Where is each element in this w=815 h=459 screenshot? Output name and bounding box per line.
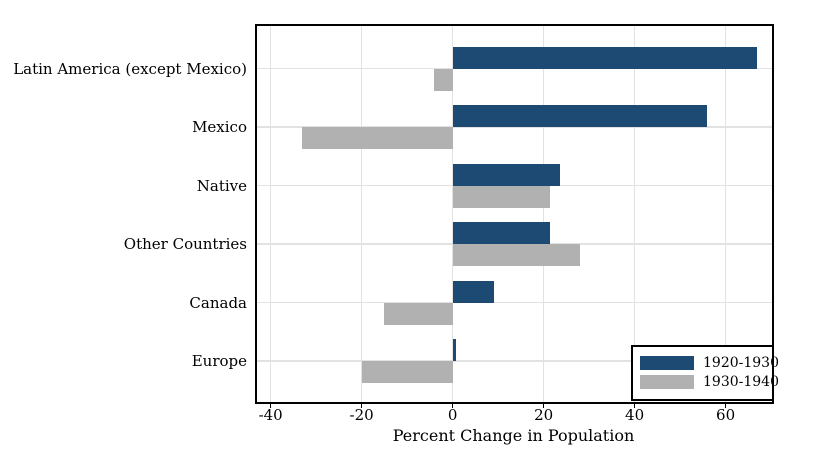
legend-label-1930-1940: 1930-1940 bbox=[703, 374, 779, 390]
plot-area: 1920-1930 1930-1940 bbox=[255, 24, 779, 404]
bar-1930-1940-europe bbox=[361, 361, 453, 383]
gridline-vertical-40 bbox=[633, 26, 636, 402]
bar-1920-1930-other-countries bbox=[452, 222, 551, 244]
legend-entry-1930-1940: 1930-1940 bbox=[640, 374, 779, 390]
legend-label-1920-1930: 1920-1930 bbox=[703, 355, 779, 371]
bar-1930-1940-native bbox=[452, 185, 551, 208]
gridline-vertical--20 bbox=[360, 26, 363, 402]
x-tick-mark--40 bbox=[269, 402, 272, 408]
gridline-vertical-20 bbox=[542, 26, 545, 402]
bar-1930-1940-other-countries bbox=[452, 244, 580, 266]
x-tick-mark-40 bbox=[633, 402, 636, 408]
x-tick-mark-20 bbox=[542, 402, 545, 408]
gridline-horizontal-latin-america-except-mexico bbox=[257, 67, 772, 70]
legend-swatch-1920-1930 bbox=[640, 356, 694, 370]
category-label-europe: Europe bbox=[191, 352, 247, 370]
gridline-vertical-60 bbox=[724, 26, 727, 402]
bar-1920-1930-europe bbox=[452, 339, 456, 361]
bar-1920-1930-latin-america-except-mexico bbox=[452, 46, 758, 69]
legend: 1920-1930 1930-1940 bbox=[631, 345, 779, 401]
x-tick-label-20: 20 bbox=[534, 406, 554, 424]
bar-1920-1930-native bbox=[452, 163, 560, 186]
category-label-native: Native bbox=[196, 176, 247, 195]
bar-1920-1930-canada bbox=[452, 280, 494, 303]
x-tick-label-40: 40 bbox=[625, 406, 645, 424]
category-label-mexico: Mexico bbox=[192, 118, 247, 136]
x-axis-title: Percent Change in Population bbox=[392, 426, 635, 445]
legend-entry-1920-1930: 1920-1930 bbox=[640, 355, 779, 371]
bar-1930-1940-latin-america-except-mexico bbox=[434, 68, 453, 91]
x-tick-mark--20 bbox=[360, 402, 363, 408]
x-tick-label--40: -40 bbox=[258, 406, 283, 424]
x-tick-label--20: -20 bbox=[349, 406, 374, 424]
x-tick-mark-0 bbox=[451, 402, 454, 408]
bar-1920-1930-mexico bbox=[452, 105, 708, 127]
gridline-horizontal-mexico bbox=[257, 126, 772, 128]
legend-swatch-1930-1940 bbox=[640, 375, 694, 389]
x-tick-label-60: 60 bbox=[716, 406, 736, 424]
gridline-horizontal-canada bbox=[257, 301, 772, 304]
x-tick-mark-60 bbox=[724, 402, 727, 408]
gridline-horizontal-europe bbox=[257, 360, 772, 362]
bar-1930-1940-mexico bbox=[302, 127, 453, 149]
bar-1930-1940-canada bbox=[384, 302, 453, 325]
gridline-vertical-0 bbox=[451, 26, 454, 402]
x-tick-label-0: 0 bbox=[447, 406, 458, 424]
gridline-vertical--40 bbox=[269, 26, 272, 402]
category-label-other-countries: Other Countries bbox=[123, 235, 247, 253]
category-label-canada: Canada bbox=[189, 293, 247, 312]
category-label-latin-america-except-mexico: Latin America (except Mexico) bbox=[13, 59, 247, 78]
